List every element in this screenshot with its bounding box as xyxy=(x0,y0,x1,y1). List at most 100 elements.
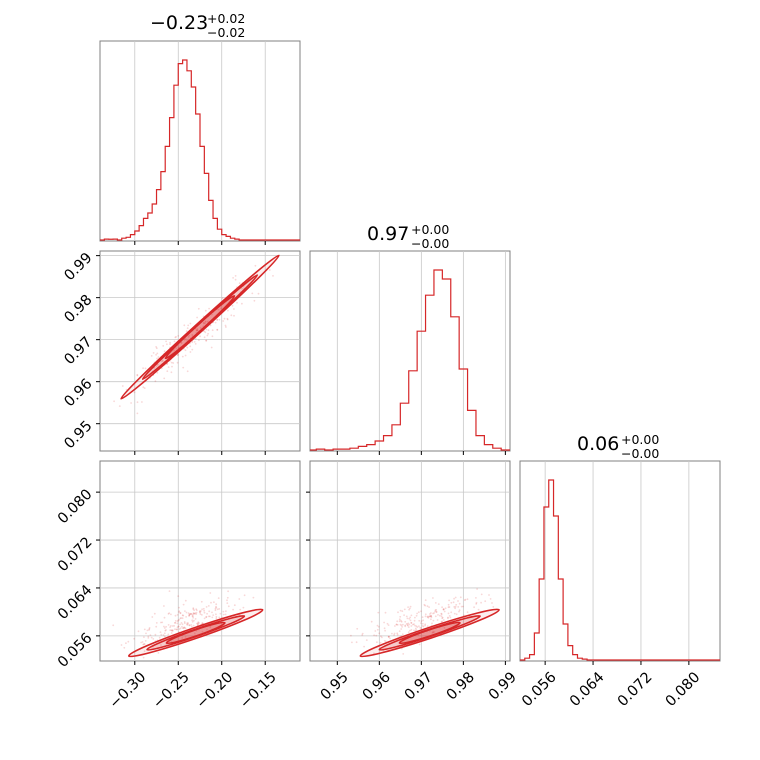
sample-point xyxy=(409,607,411,610)
sample-point xyxy=(179,612,182,615)
sample-point xyxy=(209,592,212,594)
sample-point xyxy=(209,626,212,629)
sample-point xyxy=(424,624,426,627)
sample-point xyxy=(452,601,455,604)
panel-joint-param-2-3 xyxy=(309,460,511,662)
sample-point xyxy=(170,371,173,374)
sample-point xyxy=(180,617,183,619)
sample-point xyxy=(164,629,167,632)
sample-point xyxy=(272,275,274,277)
sample-point xyxy=(388,635,390,638)
sample-point xyxy=(409,619,412,622)
sample-point xyxy=(168,590,171,592)
sample-point xyxy=(156,352,159,355)
sample-point xyxy=(430,614,432,617)
sample-point xyxy=(123,646,126,649)
sample-point xyxy=(441,616,444,619)
sample-point xyxy=(224,613,227,616)
sample-point xyxy=(441,606,443,609)
sample-point xyxy=(157,652,160,654)
sample-point xyxy=(177,595,180,597)
sample-point xyxy=(475,601,478,604)
sample-point xyxy=(155,347,158,350)
sample-point xyxy=(223,317,226,320)
x-tick-label: −0.20 xyxy=(194,669,237,712)
sample-point xyxy=(176,626,179,629)
sample-point xyxy=(155,625,158,628)
sample-point xyxy=(401,633,404,636)
sample-point xyxy=(160,360,163,363)
sample-point xyxy=(268,269,271,271)
sample-point xyxy=(141,401,143,403)
sample-point xyxy=(383,621,385,624)
sample-point xyxy=(163,625,165,628)
sample-point xyxy=(204,320,207,323)
sample-point xyxy=(429,613,431,615)
sample-point xyxy=(374,630,377,632)
sample-point xyxy=(165,629,167,631)
sample-point xyxy=(143,387,146,389)
sample-point xyxy=(187,612,190,615)
sample-point xyxy=(430,615,432,618)
sample-point xyxy=(453,597,455,600)
title-minus: −0.00 xyxy=(621,446,659,461)
sample-point xyxy=(144,367,147,370)
sample-point xyxy=(384,629,386,632)
sample-point xyxy=(447,606,450,609)
sample-point xyxy=(407,606,409,608)
sample-point xyxy=(204,331,207,334)
histogram-param-2 xyxy=(310,269,510,451)
sample-point xyxy=(391,632,393,635)
sample-point xyxy=(408,617,411,620)
sample-point xyxy=(225,610,227,613)
sample-point xyxy=(225,326,227,328)
sample-point xyxy=(200,610,202,612)
sample-point xyxy=(206,334,209,337)
sample-point xyxy=(178,610,181,612)
sample-point xyxy=(167,366,170,368)
sample-point xyxy=(147,635,150,638)
sample-point xyxy=(442,608,445,611)
sample-point xyxy=(222,320,225,322)
sample-point xyxy=(176,354,179,357)
sample-point xyxy=(376,624,379,627)
x-tick-label: −0.25 xyxy=(150,669,193,712)
sample-point xyxy=(174,614,177,617)
sample-point xyxy=(477,608,480,611)
sample-point xyxy=(198,610,201,612)
sample-point xyxy=(420,620,423,623)
sample-point xyxy=(227,605,230,608)
sample-point xyxy=(363,645,365,648)
sample-point xyxy=(137,630,140,633)
sample-point xyxy=(416,626,419,628)
sample-point xyxy=(441,617,444,620)
sample-point xyxy=(480,601,482,604)
sample-point xyxy=(202,325,205,328)
sample-point xyxy=(190,624,193,626)
sample-point xyxy=(192,612,195,615)
sample-point xyxy=(189,351,192,353)
sample-point xyxy=(356,627,359,630)
x-tick-label: 0.072 xyxy=(615,669,656,710)
sample-point xyxy=(430,612,432,614)
sample-point xyxy=(410,621,413,624)
sample-point xyxy=(202,607,205,610)
sample-point xyxy=(383,627,386,630)
sample-point xyxy=(206,628,208,631)
panel-frame xyxy=(99,250,301,452)
sample-point xyxy=(188,613,191,616)
sample-point xyxy=(400,619,402,622)
sample-point xyxy=(430,616,433,619)
sample-point xyxy=(458,602,461,605)
sample-point xyxy=(204,322,207,325)
sample-point xyxy=(167,633,170,636)
sample-point xyxy=(243,594,246,597)
sample-point xyxy=(191,341,194,344)
sample-point xyxy=(181,617,184,620)
sample-point xyxy=(420,610,422,613)
sample-point xyxy=(143,650,146,653)
sample-point xyxy=(195,611,198,614)
sample-point xyxy=(226,318,229,321)
sample-point xyxy=(221,297,224,300)
